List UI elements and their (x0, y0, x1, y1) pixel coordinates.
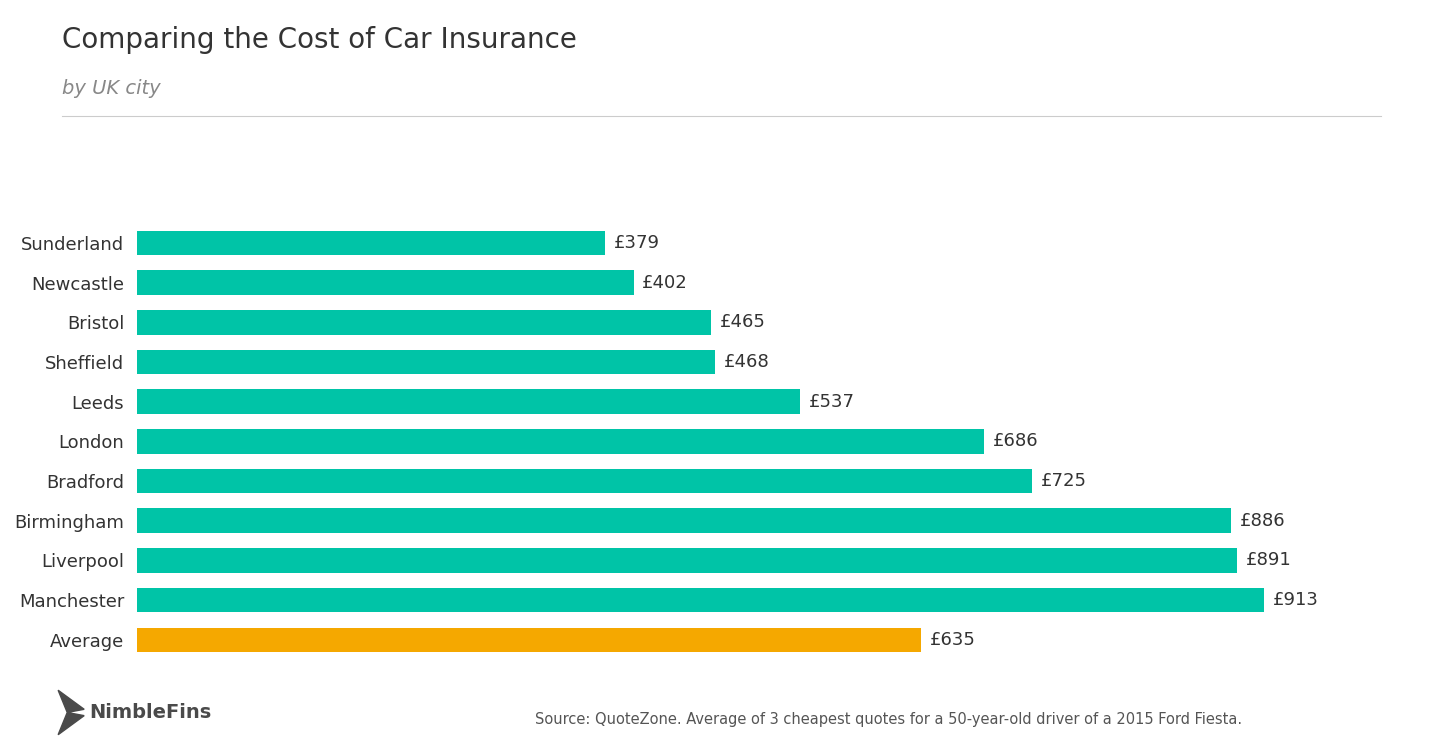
Text: £468: £468 (723, 353, 769, 371)
Text: £537: £537 (808, 393, 855, 411)
Bar (137, 588, 1264, 613)
Text: £886: £886 (1239, 512, 1285, 530)
Text: Comparing the Cost of Car Insurance: Comparing the Cost of Car Insurance (62, 26, 577, 54)
Text: £913: £913 (1272, 591, 1319, 609)
Text: by UK city: by UK city (62, 79, 161, 97)
Bar (137, 469, 1032, 494)
Text: £635: £635 (930, 631, 976, 649)
Text: £465: £465 (720, 313, 766, 331)
Text: £891: £891 (1245, 551, 1291, 569)
Bar (137, 509, 1231, 533)
Text: £379: £379 (613, 234, 659, 252)
Bar (137, 349, 714, 374)
Text: £402: £402 (642, 274, 688, 292)
Polygon shape (58, 690, 84, 735)
Bar (137, 310, 711, 334)
Bar (137, 389, 800, 414)
Bar (137, 548, 1236, 573)
Bar (137, 628, 921, 652)
Text: £686: £686 (992, 432, 1038, 450)
Bar (137, 230, 604, 255)
Bar (137, 429, 985, 453)
Text: Source: QuoteZone. Average of 3 cheapest quotes for a 50-year-old driver of a 20: Source: QuoteZone. Average of 3 cheapest… (535, 712, 1242, 727)
Text: NimbleFins: NimbleFins (90, 703, 211, 722)
Text: £725: £725 (1041, 472, 1087, 490)
Bar (137, 270, 633, 295)
